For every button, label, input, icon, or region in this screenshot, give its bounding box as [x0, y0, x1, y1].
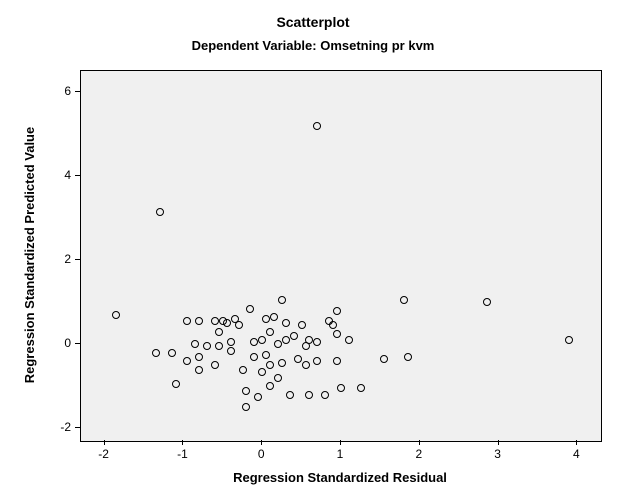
scatter-point — [270, 313, 278, 321]
x-axis-label: Regression Standardized Residual — [80, 470, 600, 485]
y-tick-label: 4 — [45, 168, 71, 182]
y-tick-label: 6 — [45, 84, 71, 98]
scatter-point — [215, 328, 223, 336]
scatter-point — [258, 368, 266, 376]
x-tick-label: 3 — [494, 447, 501, 461]
scatter-point — [313, 357, 321, 365]
y-tick-mark — [75, 343, 80, 344]
scatter-point — [250, 338, 258, 346]
scatter-point — [294, 355, 302, 363]
x-tick-mark — [340, 440, 341, 445]
scatter-point — [400, 296, 408, 304]
scatter-point — [203, 342, 211, 350]
chart-subtitle: Dependent Variable: Omsetning pr kvm — [0, 38, 626, 53]
y-tick-label: -2 — [45, 420, 71, 434]
x-tick-label: 2 — [415, 447, 422, 461]
scatter-point — [239, 366, 247, 374]
scatter-point — [282, 336, 290, 344]
x-tick-label: 4 — [573, 447, 580, 461]
scatter-point — [345, 336, 353, 344]
scatter-point — [195, 353, 203, 361]
scatter-point — [337, 384, 345, 392]
x-tick-mark — [419, 440, 420, 445]
y-tick-mark — [75, 259, 80, 260]
plot-area — [80, 70, 602, 442]
scatter-point — [250, 353, 258, 361]
scatter-point — [223, 319, 231, 327]
scatter-point — [227, 347, 235, 355]
scatter-point — [313, 122, 321, 130]
scatter-point — [211, 317, 219, 325]
x-tick-mark — [104, 440, 105, 445]
y-tick-label: 0 — [45, 336, 71, 350]
scatter-point — [483, 298, 491, 306]
scatter-point — [195, 317, 203, 325]
scatter-point — [290, 332, 298, 340]
scatter-point — [305, 391, 313, 399]
scatter-point — [262, 351, 270, 359]
chart-title: Scatterplot — [0, 14, 626, 30]
y-axis-label: Regression Standardized Predicted Value — [22, 70, 37, 440]
scatter-point — [195, 366, 203, 374]
y-tick-mark — [75, 427, 80, 428]
scatter-point — [313, 338, 321, 346]
scatter-point — [278, 296, 286, 304]
scatter-point — [333, 357, 341, 365]
x-tick-mark — [261, 440, 262, 445]
scatter-point — [227, 338, 235, 346]
scatter-point — [168, 349, 176, 357]
scatter-point — [262, 315, 270, 323]
y-tick-mark — [75, 91, 80, 92]
scatter-point — [183, 317, 191, 325]
scatter-point — [242, 387, 250, 395]
x-tick-label: 0 — [258, 447, 265, 461]
x-tick-label: -2 — [98, 447, 109, 461]
x-tick-mark — [576, 440, 577, 445]
scatter-point — [242, 403, 250, 411]
x-tick-label: -1 — [177, 447, 188, 461]
scatter-point — [156, 208, 164, 216]
scatter-point — [380, 355, 388, 363]
scatter-point — [286, 391, 294, 399]
scatter-point — [302, 361, 310, 369]
scatter-point — [254, 393, 262, 401]
scatter-point — [172, 380, 180, 388]
scatter-point — [266, 328, 274, 336]
scatter-point — [282, 319, 290, 327]
scatter-point — [274, 374, 282, 382]
scatter-point — [211, 361, 219, 369]
y-tick-label: 2 — [45, 252, 71, 266]
scatter-point — [305, 336, 313, 344]
scatter-point — [191, 340, 199, 348]
scatterplot-chart: Scatterplot Dependent Variable: Omsetnin… — [0, 0, 626, 501]
scatter-point — [258, 336, 266, 344]
scatter-point — [112, 311, 120, 319]
scatter-point — [266, 361, 274, 369]
scatter-point — [215, 342, 223, 350]
scatter-point — [565, 336, 573, 344]
scatter-point — [266, 382, 274, 390]
scatter-point — [333, 307, 341, 315]
scatter-point — [298, 321, 306, 329]
scatter-point — [183, 357, 191, 365]
y-tick-mark — [75, 175, 80, 176]
scatter-point — [274, 340, 282, 348]
scatter-point — [404, 353, 412, 361]
x-tick-mark — [498, 440, 499, 445]
scatter-point — [235, 321, 243, 329]
x-tick-mark — [182, 440, 183, 445]
scatter-point — [152, 349, 160, 357]
scatter-point — [321, 391, 329, 399]
scatter-point — [278, 359, 286, 367]
x-tick-label: 1 — [337, 447, 344, 461]
scatter-point — [246, 305, 254, 313]
scatter-point — [357, 384, 365, 392]
scatter-point — [333, 330, 341, 338]
scatter-point — [329, 321, 337, 329]
